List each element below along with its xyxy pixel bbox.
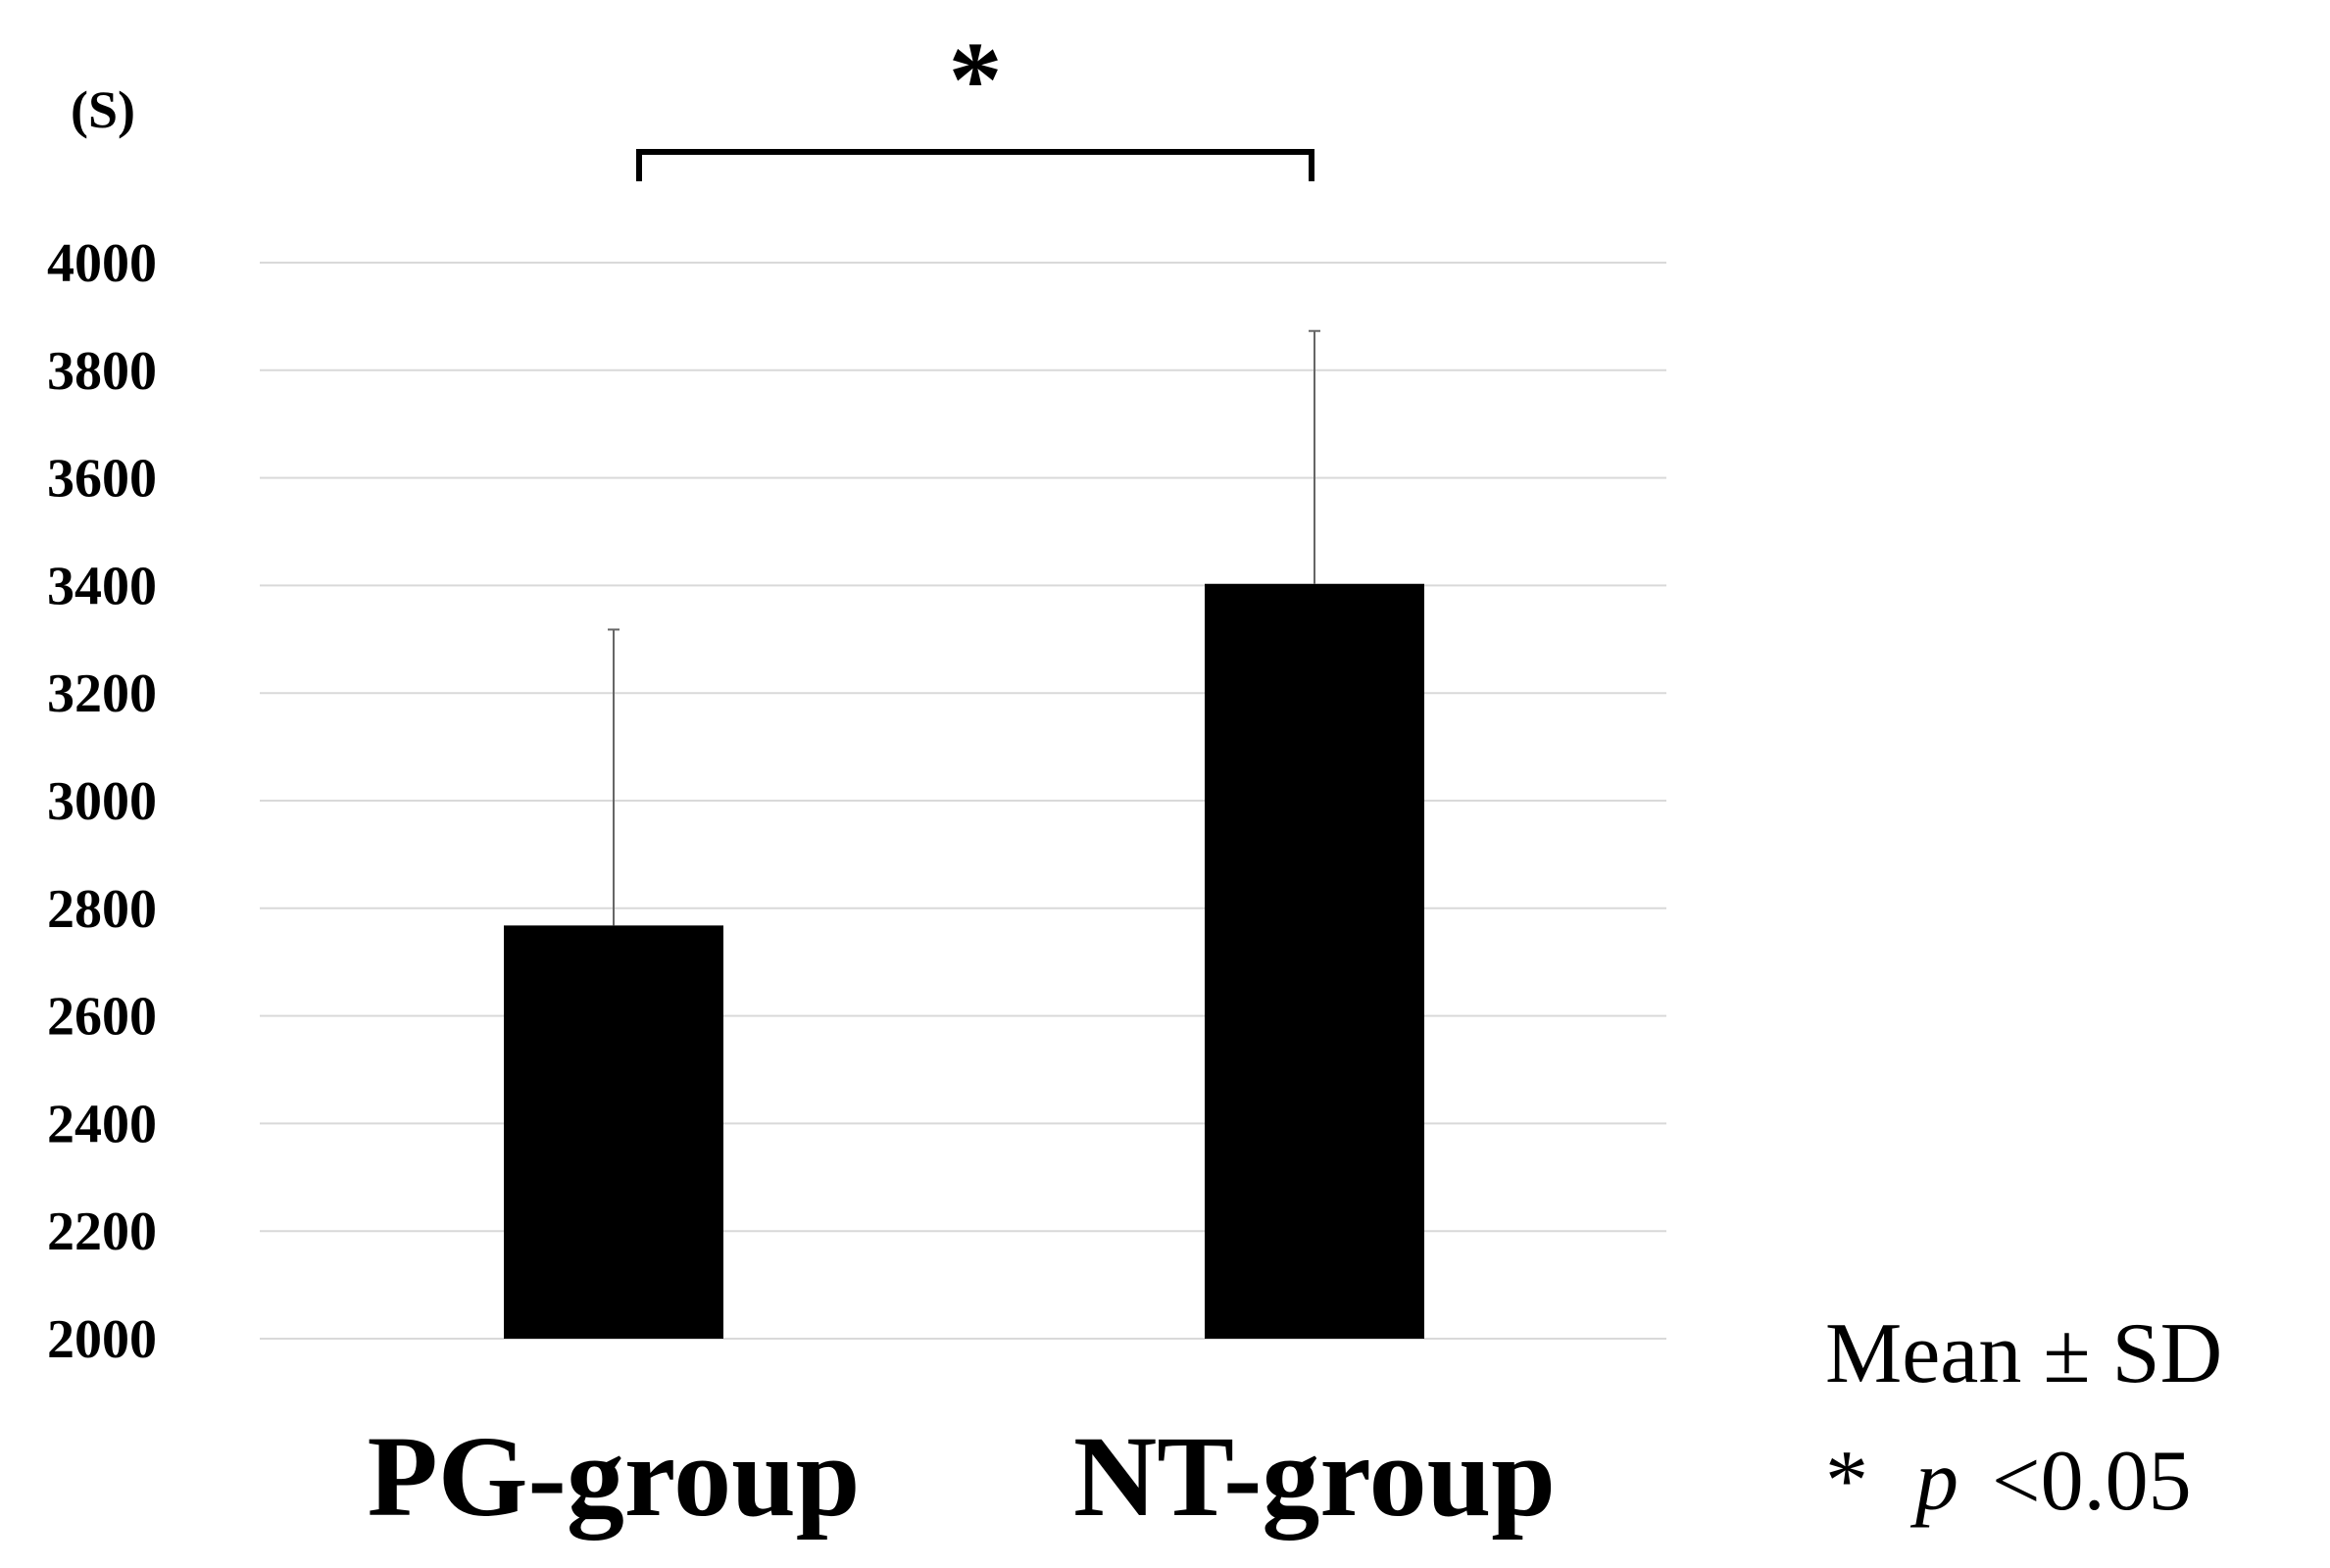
y-tick-label: 3400 <box>47 556 157 616</box>
mean-sd-note: Mean ± SD <box>1825 1306 2222 1401</box>
p-value-star: * <box>1825 1434 1868 1529</box>
p-value-threshold: <0.05 <box>1992 1434 2192 1529</box>
y-tick-label: 2800 <box>47 879 157 940</box>
y-tick-label: 3600 <box>47 449 157 510</box>
y-tick-label: 3200 <box>47 663 157 724</box>
y-tick-label: 3800 <box>47 341 157 402</box>
error-bars <box>608 329 1320 926</box>
y-tick-label: 3000 <box>47 771 157 832</box>
y-tick-label: 2000 <box>47 1309 157 1370</box>
y-tick-label: 2200 <box>47 1201 157 1262</box>
y-tick-labels: 2000 2200 2400 2600 2800 3000 3200 3400 3600 3800… <box>47 233 157 1370</box>
y-tick-label: 2400 <box>47 1094 157 1154</box>
p-value-letter: p <box>1909 1434 1958 1529</box>
bars <box>504 583 1424 1339</box>
gridlines <box>260 262 1666 1340</box>
significance-star: * <box>949 20 1003 139</box>
category-labels: PG-group NT-group <box>368 1412 1556 1541</box>
y-tick-label: 4000 <box>47 233 157 294</box>
bracket-line <box>636 149 1314 181</box>
x-category-label: PG-group <box>368 1412 861 1541</box>
x-category-label: NT-group <box>1073 1412 1556 1541</box>
y-tick-label: 2600 <box>47 987 157 1048</box>
significance-bracket <box>636 149 1314 181</box>
bar <box>1205 583 1424 1339</box>
y-unit-label: (S) <box>71 80 135 139</box>
bar <box>504 925 723 1339</box>
p-value-note: * p <0.05 <box>1825 1434 2192 1529</box>
